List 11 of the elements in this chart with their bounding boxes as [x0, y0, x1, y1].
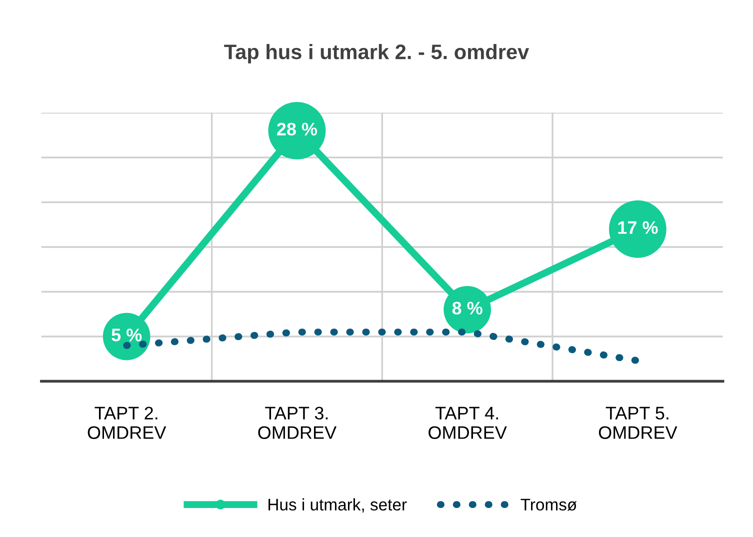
- data-label: 5 %: [112, 328, 142, 342]
- x-tick-label: TAPT 2. OMDREV: [88, 406, 166, 439]
- legend-label: Tromsø: [520, 498, 577, 511]
- x-tick-label: TAPT 4. OMDREV: [428, 406, 507, 439]
- x-tick-label: TAPT 5. OMDREV: [598, 406, 678, 439]
- x-tick-label: TAPT 3. OMDREV: [258, 406, 337, 439]
- chart-title: Tap hus i utmark 2. - 5. omdrev: [224, 44, 530, 64]
- data-label: 28 %: [277, 122, 318, 136]
- data-label: 17 %: [618, 221, 658, 234]
- legend-label: Hus i utmark, seter: [268, 498, 407, 513]
- data-label: 8 %: [452, 302, 482, 315]
